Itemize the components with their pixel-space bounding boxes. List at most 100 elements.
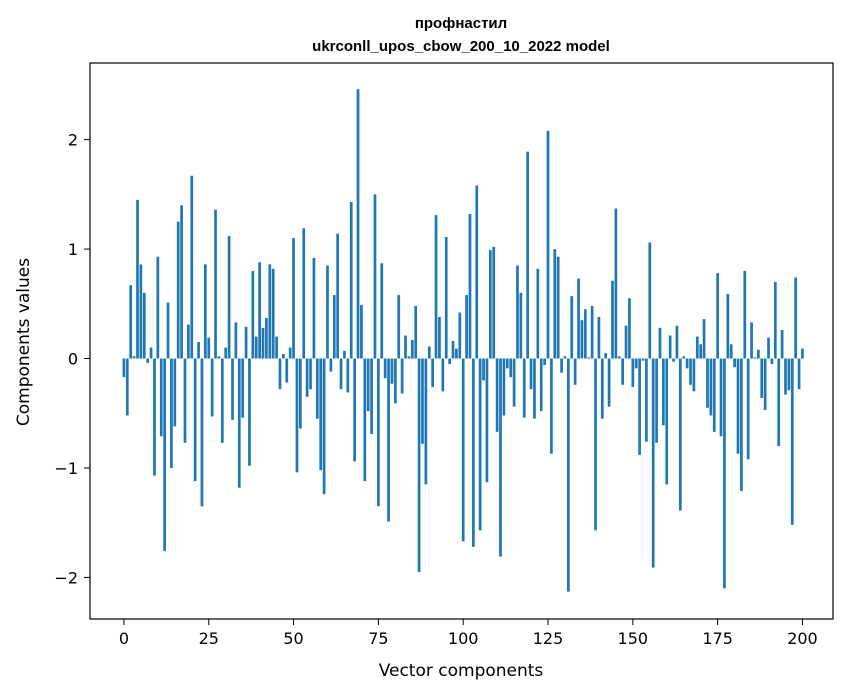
bar	[662, 358, 665, 426]
bar	[628, 298, 631, 359]
bar	[387, 358, 390, 522]
bar	[685, 358, 689, 369]
bar	[743, 270, 747, 359]
bar	[149, 347, 153, 359]
bar	[302, 228, 306, 359]
bar	[672, 358, 675, 362]
bar	[343, 350, 346, 359]
bar	[282, 354, 285, 359]
bar	[268, 264, 272, 359]
bar	[383, 358, 387, 379]
bar	[577, 278, 580, 359]
bar	[716, 273, 719, 359]
bar	[560, 358, 563, 373]
bar	[573, 358, 577, 385]
plot-frame	[89, 62, 834, 620]
bar	[536, 268, 540, 359]
bar	[651, 358, 655, 568]
bar	[516, 265, 519, 359]
x-tick-label: 0	[119, 629, 129, 648]
bar	[312, 257, 316, 359]
bar	[220, 358, 224, 443]
bar	[142, 292, 146, 359]
bar	[122, 358, 126, 378]
x-tick-label: 175	[702, 629, 733, 648]
bar	[315, 358, 319, 419]
bar	[607, 358, 611, 407]
x-axis-label: Vector components	[379, 661, 544, 681]
bar	[482, 358, 485, 381]
bar	[539, 358, 543, 412]
bar	[407, 356, 411, 359]
bar	[648, 242, 652, 359]
bar	[438, 316, 441, 359]
bar	[427, 346, 431, 359]
bar	[366, 358, 370, 412]
bar	[485, 358, 489, 483]
bar	[529, 358, 533, 390]
bar	[522, 358, 526, 418]
bar	[288, 347, 292, 359]
bars-group	[122, 89, 804, 592]
bar	[326, 265, 329, 359]
bar	[153, 358, 156, 476]
bar	[417, 358, 421, 572]
bar	[393, 358, 397, 404]
bar	[777, 358, 781, 447]
bar	[645, 358, 648, 442]
bar	[414, 305, 418, 359]
bar	[658, 327, 662, 359]
x-tick-label: 75	[368, 629, 388, 648]
bar	[156, 256, 160, 359]
bar	[254, 336, 258, 359]
bar	[170, 358, 173, 468]
bar	[163, 358, 166, 552]
bar	[512, 358, 516, 407]
bar	[166, 302, 170, 359]
bar	[190, 175, 194, 359]
y-axis-ticks: −2 −1 0 1 2	[54, 131, 90, 587]
bar	[461, 358, 465, 542]
bar	[125, 358, 129, 416]
bar	[400, 358, 404, 394]
bar	[750, 322, 753, 359]
bar	[241, 358, 245, 418]
bar	[346, 358, 350, 393]
bar	[797, 358, 801, 390]
bar	[298, 358, 302, 429]
bar	[533, 358, 536, 419]
bar	[543, 358, 546, 366]
x-tick-label: 25	[199, 629, 219, 648]
bar	[197, 342, 200, 359]
bar	[614, 208, 618, 359]
bar	[363, 358, 367, 482]
bar	[567, 358, 570, 592]
bar	[329, 358, 333, 372]
bar	[733, 358, 736, 368]
bar	[271, 268, 275, 359]
bar	[360, 304, 363, 359]
bar	[193, 358, 197, 482]
bar	[187, 324, 190, 359]
bar	[668, 335, 672, 359]
bar	[373, 194, 377, 359]
chart-subtitle: ukrconll_upos_cbow_200_10_2022 model	[312, 38, 610, 55]
bar	[309, 358, 312, 390]
bar	[475, 185, 479, 359]
bar	[227, 235, 231, 359]
bar	[699, 344, 703, 359]
bar	[180, 205, 183, 359]
bar	[719, 358, 723, 437]
bar	[424, 358, 428, 485]
chart-title: профнастил	[415, 15, 507, 32]
bar	[319, 358, 323, 471]
y-tick-label: −1	[54, 459, 78, 478]
bar	[570, 296, 574, 359]
bar	[760, 358, 764, 398]
bar	[499, 358, 502, 557]
bar	[353, 358, 356, 462]
bar	[244, 326, 248, 359]
x-tick-label: 150	[618, 629, 649, 648]
bar	[292, 238, 295, 359]
